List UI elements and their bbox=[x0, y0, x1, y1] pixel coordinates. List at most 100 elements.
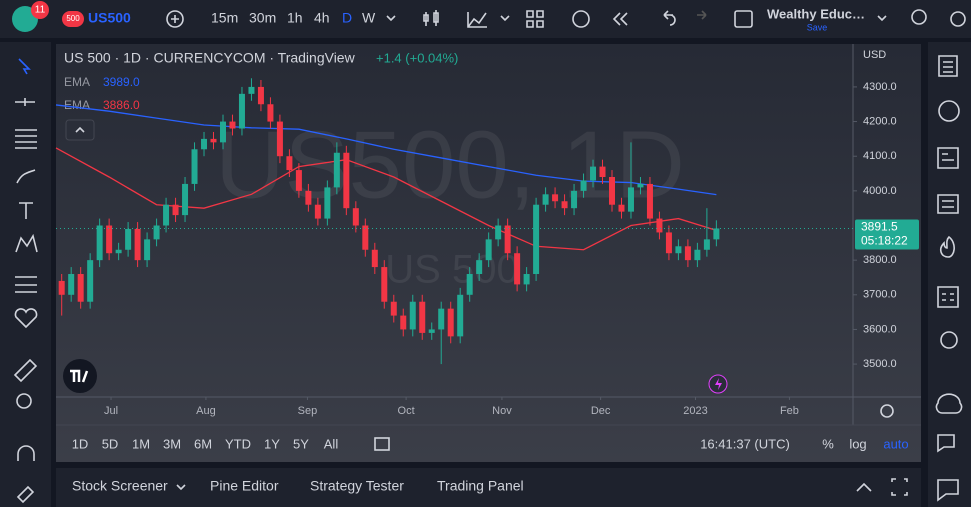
candle-body bbox=[257, 86, 264, 105]
replay[interactable] bbox=[612, 12, 628, 26]
candle-body bbox=[381, 267, 388, 302]
candle-body bbox=[590, 166, 597, 181]
hotlist[interactable] bbox=[939, 235, 955, 258]
legend-label: EMA bbox=[64, 75, 90, 89]
candle-body bbox=[703, 239, 710, 250]
y-tick-label: 4300.0 bbox=[863, 81, 897, 93]
range-button[interactable]: 1D bbox=[72, 436, 89, 451]
panel-tab[interactable]: Pine Editor bbox=[210, 478, 279, 494]
add-symbol[interactable] bbox=[166, 10, 184, 28]
chart-type[interactable] bbox=[423, 10, 439, 26]
y-tick-label: 4000.0 bbox=[863, 185, 897, 197]
chats[interactable] bbox=[937, 434, 955, 453]
axis-settings[interactable] bbox=[880, 404, 894, 418]
fib-tool[interactable] bbox=[15, 129, 37, 149]
candle-body bbox=[713, 228, 720, 240]
range-button[interactable]: 3M bbox=[163, 436, 181, 451]
candle-body bbox=[684, 246, 691, 261]
interval[interactable]: 15m bbox=[211, 10, 238, 26]
auto-toggle[interactable]: auto bbox=[883, 436, 908, 451]
layout-menu[interactable] bbox=[877, 15, 887, 22]
candle-body bbox=[618, 204, 625, 212]
search[interactable] bbox=[911, 9, 927, 25]
settings[interactable] bbox=[950, 11, 966, 27]
x-tick-label: 2023 bbox=[683, 405, 707, 417]
candle-body bbox=[182, 183, 189, 216]
save[interactable]: Save bbox=[807, 22, 828, 32]
legend-label: EMA bbox=[64, 98, 90, 112]
symbol-tag: 500 bbox=[66, 14, 80, 23]
candle-body bbox=[352, 208, 359, 226]
undo[interactable] bbox=[663, 10, 676, 26]
maximize-panel[interactable] bbox=[856, 482, 872, 492]
measure[interactable] bbox=[13, 358, 38, 383]
panel-tab[interactable]: Strategy Tester bbox=[310, 478, 404, 494]
streams[interactable] bbox=[935, 393, 963, 414]
interval[interactable]: 1h bbox=[287, 10, 303, 26]
layout[interactable] bbox=[734, 10, 753, 28]
zoom[interactable] bbox=[16, 393, 32, 409]
line-tool[interactable] bbox=[15, 98, 35, 106]
templates[interactable] bbox=[526, 10, 544, 28]
range-button[interactable]: 1Y bbox=[264, 436, 280, 451]
range-button[interactable]: 5D bbox=[102, 436, 119, 451]
x-tick-label: Feb bbox=[780, 405, 799, 417]
symbol[interactable]: US500 bbox=[88, 10, 131, 26]
currency[interactable]: USD bbox=[863, 49, 886, 61]
y-tick-label: 3700.0 bbox=[863, 289, 897, 301]
candle-body bbox=[153, 225, 160, 240]
favorites[interactable] bbox=[14, 308, 38, 329]
candle-body bbox=[675, 246, 682, 254]
prediction-tool[interactable] bbox=[15, 276, 37, 293]
x-tick-label: Jul bbox=[104, 405, 118, 417]
panel-tab[interactable]: Trading Panel bbox=[437, 478, 524, 494]
candle-body bbox=[694, 249, 701, 261]
lock[interactable] bbox=[16, 485, 35, 504]
range-button[interactable]: YTD bbox=[225, 436, 251, 451]
candle-body bbox=[409, 301, 416, 330]
ema-line bbox=[55, 147, 717, 251]
range-button[interactable]: 5Y bbox=[293, 436, 309, 451]
interval[interactable]: 4h bbox=[314, 10, 330, 26]
panel-tab[interactable]: Stock Screener bbox=[72, 478, 168, 494]
news[interactable] bbox=[937, 147, 959, 169]
alert[interactable] bbox=[572, 10, 590, 28]
indicators-menu bbox=[500, 15, 510, 22]
layout-name[interactable]: Wealthy Educ… bbox=[767, 6, 865, 21]
data-window[interactable] bbox=[937, 194, 959, 214]
interval-menu[interactable] bbox=[386, 15, 396, 22]
range-button[interactable]: 6M bbox=[194, 436, 212, 451]
candle-body bbox=[106, 225, 113, 254]
date-range-icon[interactable] bbox=[374, 437, 390, 451]
interval[interactable]: 30m bbox=[249, 10, 276, 26]
ideas[interactable] bbox=[940, 331, 958, 349]
candle-body bbox=[485, 239, 492, 261]
candle-body bbox=[68, 274, 75, 295]
x-tick-label: Nov bbox=[492, 405, 512, 417]
symbol-icon bbox=[62, 11, 84, 27]
range-button[interactable]: All bbox=[324, 436, 339, 451]
indicators[interactable] bbox=[467, 12, 487, 28]
pattern-tool[interactable] bbox=[15, 233, 38, 253]
watchlist[interactable] bbox=[938, 55, 958, 77]
brush-tool[interactable] bbox=[16, 169, 36, 184]
alerts[interactable] bbox=[938, 100, 960, 122]
log-toggle[interactable]: log bbox=[849, 436, 866, 451]
messages[interactable] bbox=[937, 479, 959, 502]
text-tool[interactable] bbox=[19, 202, 33, 219]
y-tick-label: 3500.0 bbox=[863, 358, 897, 370]
collapse-legend[interactable] bbox=[65, 119, 95, 141]
magnet[interactable] bbox=[17, 445, 35, 461]
interval-active[interactable]: D bbox=[342, 10, 352, 26]
tab-menu[interactable] bbox=[176, 484, 186, 491]
candle-body bbox=[144, 239, 151, 261]
cursor-tool[interactable] bbox=[18, 58, 31, 75]
fullscreen[interactable] bbox=[891, 478, 908, 496]
interval[interactable]: W bbox=[362, 10, 376, 26]
y-tick-label: 3800.0 bbox=[863, 254, 897, 266]
range-button[interactable]: 1M bbox=[132, 436, 150, 451]
candle-body bbox=[438, 308, 445, 330]
candle-body bbox=[609, 177, 616, 205]
percent-toggle[interactable]: % bbox=[822, 436, 834, 451]
calendar[interactable] bbox=[937, 286, 959, 308]
